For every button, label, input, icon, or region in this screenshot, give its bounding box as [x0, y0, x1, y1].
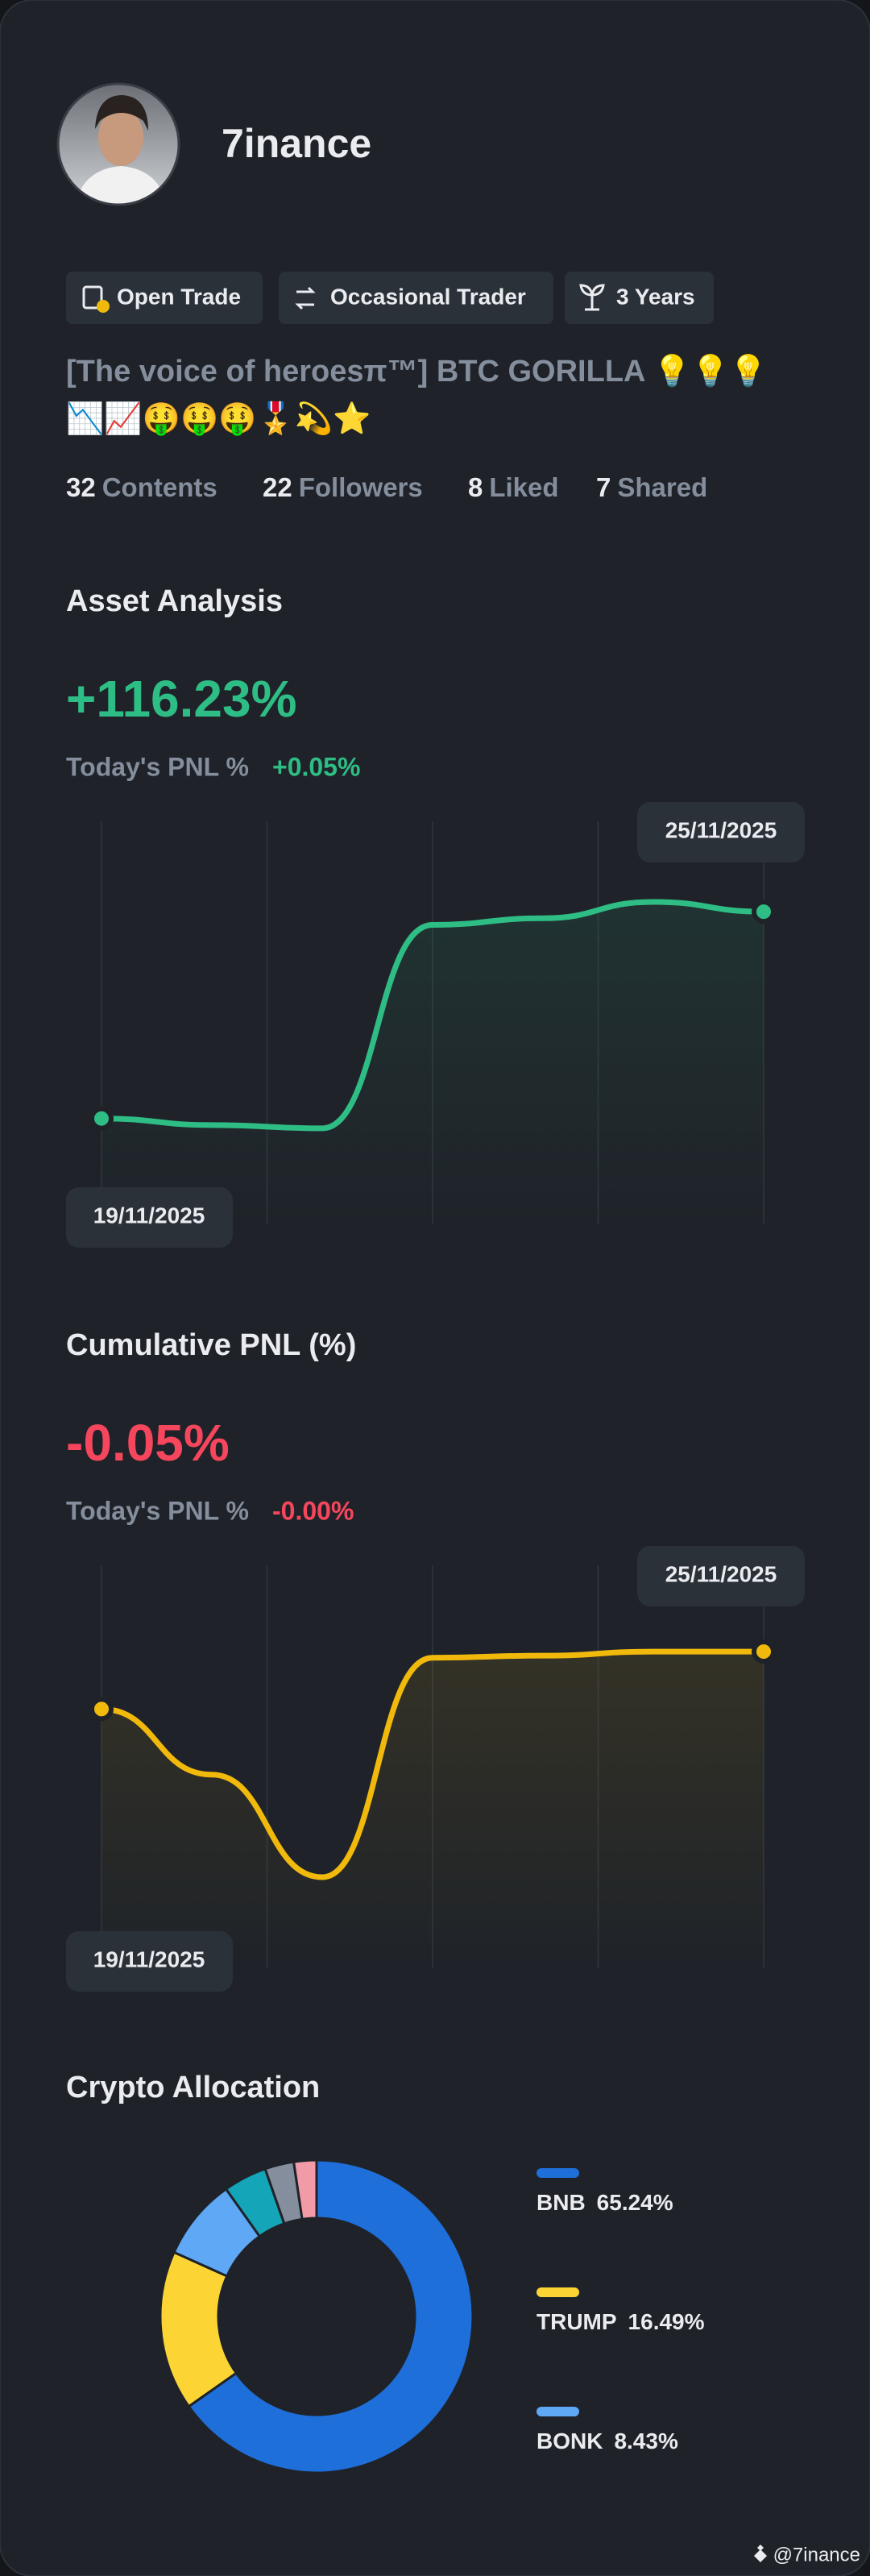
- legend-swatch: [536, 2407, 579, 2416]
- stat-label: Liked: [489, 472, 558, 502]
- stat: 8 Liked: [468, 472, 559, 502]
- headline-value: -0.05%: [66, 1414, 230, 1472]
- bio-line: 📉📈🤑🤑🤑🎖️💫⭐: [66, 401, 371, 438]
- legend-value: 8.43%: [614, 2429, 677, 2453]
- stat-count: 7: [596, 472, 611, 502]
- line-area: [102, 901, 764, 1224]
- tag: Open Trade: [66, 272, 263, 324]
- stat: 7 Shared: [596, 472, 707, 502]
- point: [89, 1697, 114, 1722]
- profile-name: 7inance: [222, 121, 371, 166]
- avatar-ring: [56, 82, 180, 206]
- legend-name: BNB: [536, 2190, 586, 2215]
- x-tick-label: 25/11/2025: [665, 817, 777, 842]
- legend-name: TRUMP: [536, 2309, 617, 2334]
- legend-value: 65.24%: [597, 2190, 673, 2215]
- today-label: Today's PNL %: [66, 752, 249, 781]
- stat-count: 22: [263, 472, 292, 502]
- point: [752, 1639, 776, 1664]
- watermark: @7inance: [754, 2544, 860, 2566]
- stat-label: Shared: [617, 472, 707, 502]
- legend-entry: BONK 8.43%: [536, 2429, 678, 2453]
- avatar: [58, 84, 179, 205]
- date-box: [66, 1931, 233, 1992]
- legend-value: 16.49%: [628, 2309, 705, 2334]
- pie-slice: [292, 2158, 318, 2221]
- section-title: Asset Analysis: [66, 584, 283, 618]
- point: [89, 1106, 114, 1131]
- date-box: [637, 1546, 805, 1606]
- today-label: Today's PNL %: [66, 1496, 249, 1525]
- tag: Occasional Trader: [279, 272, 553, 324]
- legend-swatch: [536, 2168, 579, 2178]
- date-box: [637, 802, 805, 862]
- stat-count: 8: [468, 472, 483, 502]
- tag-label: 3 Years: [616, 284, 695, 309]
- legend-entry: BNB 65.24%: [536, 2190, 673, 2215]
- legend-name: BONK: [536, 2429, 603, 2453]
- section-title: Crypto Allocation: [66, 2071, 320, 2104]
- tag-label: Occasional Trader: [330, 284, 526, 309]
- line: [98, 1648, 767, 1880]
- stat: 22 Followers: [263, 472, 423, 502]
- watermark-text: @7inance: [773, 2544, 860, 2566]
- line-area: [102, 1652, 764, 1967]
- legend-swatch: [536, 2287, 579, 2297]
- headline-value: +116.23%: [66, 670, 297, 728]
- section-title: Cumulative PNL (%): [66, 1328, 356, 1362]
- point: [752, 900, 776, 924]
- x-tick-label: 25/11/2025: [665, 1561, 777, 1586]
- today-value: -0.00%: [272, 1496, 354, 1525]
- stat-count: 32: [66, 472, 96, 502]
- stat-label: Followers: [299, 472, 423, 502]
- tag: 3 Years: [565, 272, 714, 324]
- today-value: +0.05%: [272, 752, 360, 781]
- stat-label: Contents: [102, 472, 218, 502]
- x-tick-label: 19/11/2025: [93, 1947, 205, 1971]
- bio-line: [The voice of heroesπ™] BTC GORILLA 💡💡💡: [66, 353, 768, 388]
- date-box: [66, 1187, 233, 1248]
- stat: 32 Contents: [66, 472, 218, 502]
- line: [98, 899, 767, 1132]
- x-tick-label: 19/11/2025: [93, 1203, 205, 1228]
- tag-label: Open Trade: [117, 284, 241, 309]
- legend-entry: TRUMP 16.49%: [536, 2309, 705, 2334]
- pie-slice: [187, 2158, 474, 2474]
